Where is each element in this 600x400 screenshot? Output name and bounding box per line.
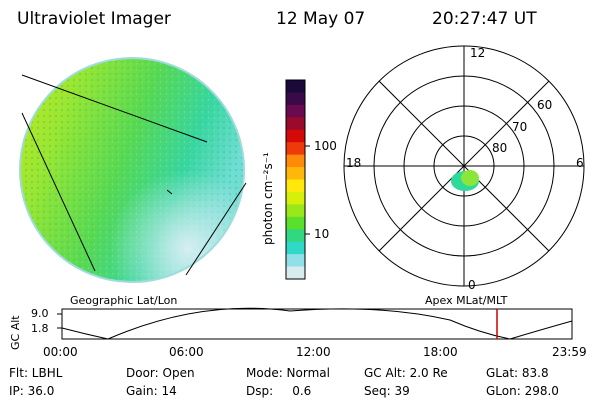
pole-marker: [166, 189, 173, 195]
info-dsp: Dsp: 0.6: [246, 384, 312, 398]
colorbar-band: [286, 204, 305, 218]
orbit-ytick-1-8: 1.8: [31, 322, 49, 335]
polar-label-6: 6: [576, 156, 584, 170]
colorbar-band: [286, 241, 305, 255]
colorbar-band: [286, 179, 305, 193]
orbit-xtick-1800: 18:00: [423, 345, 458, 359]
info-glat: GLat: 83.8: [486, 366, 549, 380]
colorbar-band: [286, 216, 305, 230]
colorbar-tick-100: 100: [314, 139, 337, 153]
polar-label-0: 0: [468, 278, 476, 292]
orbit-ytick-9: 9.0: [31, 307, 49, 320]
coastline-line: [21, 112, 96, 272]
limb-line: [185, 182, 247, 276]
color-scale-bar: [286, 80, 305, 280]
apex-caption: Apex MLat/MLT: [425, 294, 508, 307]
geographic-caption: Geographic Lat/Lon: [70, 294, 178, 307]
terminator-line: [21, 74, 208, 143]
polar-lat-70: 70: [512, 120, 528, 134]
gc-alt-axis-label: GC Alt: [9, 315, 22, 350]
colorbar-band: [286, 154, 305, 168]
orbit-plot: [57, 307, 573, 340]
orbit-xtick-2359: 23:59: [552, 345, 587, 359]
date-label: 12 May 07: [276, 9, 366, 29]
orbit-xtick-1200: 12:00: [296, 345, 331, 359]
polar-label-18: 18: [346, 156, 362, 170]
polar-label-12: 12: [470, 46, 486, 60]
info-gain: Gain: 14: [126, 384, 177, 398]
colorbar-band: [286, 117, 305, 131]
info-door: Door: Open: [126, 366, 195, 380]
colorbar-band: [286, 129, 305, 143]
polar-lat-60: 60: [537, 98, 553, 112]
polar-lat-80: 80: [492, 141, 508, 155]
colorbar-band: [286, 254, 305, 268]
colorbar-band: [286, 92, 305, 106]
orbit-xtick-0600: 06:00: [169, 345, 204, 359]
info-glon: GLon: 298.0: [486, 384, 559, 398]
info-seq: Seq: 39: [364, 384, 410, 398]
colorbar-band: [286, 142, 305, 156]
disc-edge: [19, 57, 245, 283]
info-ip: IP: 36.0: [9, 384, 55, 398]
polar-aurora-core: [461, 170, 479, 186]
colorbar-tick-10: 10: [314, 227, 330, 241]
colorbar-units: photon cm⁻²s⁻¹: [261, 152, 275, 245]
instrument-title: Ultraviolet Imager: [17, 9, 171, 29]
info-filter: Flt: LBHL: [9, 366, 63, 380]
orbit-xtick-0000: 00:00: [43, 345, 78, 359]
colorbar-band: [286, 80, 305, 94]
info-mode: Mode: Normal: [246, 366, 330, 380]
colorbar-band: [286, 266, 305, 280]
colorbar-band: [286, 191, 305, 205]
colorbar-band: [286, 167, 305, 181]
uv-image-disc: [20, 58, 244, 282]
colorbar-band: [286, 104, 305, 118]
polar-plot: [343, 45, 585, 287]
time-label: 20:27:47 UT: [432, 9, 537, 29]
info-gc-alt: GC Alt: 2.0 Re: [364, 366, 448, 380]
colorbar-band: [286, 229, 305, 243]
